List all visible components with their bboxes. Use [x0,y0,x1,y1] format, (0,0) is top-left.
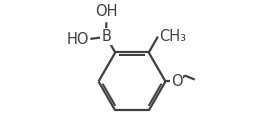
Text: CH₃: CH₃ [159,29,186,44]
Text: HO: HO [67,31,89,47]
Text: O: O [171,74,182,89]
Text: OH: OH [95,4,118,19]
Text: B: B [101,29,111,44]
